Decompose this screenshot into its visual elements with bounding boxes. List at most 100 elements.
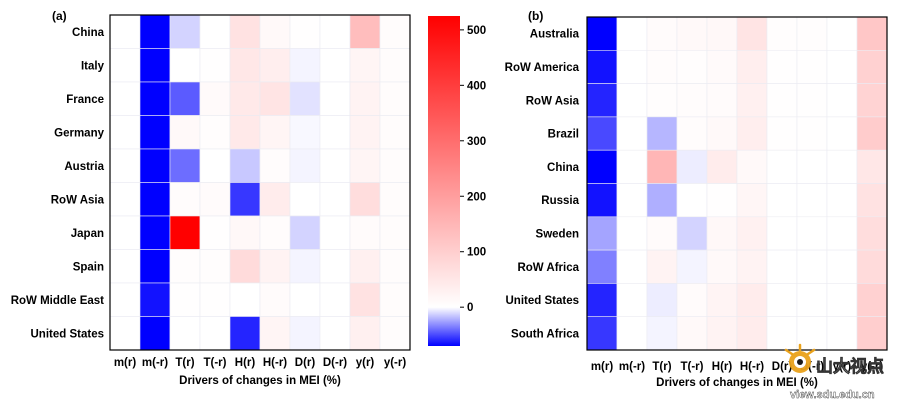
y-tick-label: Brazil [548,129,579,141]
heatmap-cell [169,115,201,150]
heatmap-cell [826,116,858,151]
x-tick-label: H(r) [712,361,733,373]
panel-a: (a) China Italy France Germany Austria RoW As… [11,9,411,387]
heatmap-cell [289,316,321,351]
heatmap-cell [199,282,231,317]
heatmap-cell [379,148,411,183]
heatmap-cell [766,16,798,51]
heatmap-cell [139,148,171,183]
heatmap-cell [646,183,678,218]
x-tick-label: m(-r) [619,361,645,373]
heatmap-cell [646,16,678,51]
panel-a-xaxis-title: Drivers of changes in MEI (%) [179,375,341,387]
heatmap-cell [856,316,888,351]
colorbar-tick-label: 400 [467,80,486,92]
heatmap-cell [676,49,708,84]
y-tick-label: Spain [73,261,104,273]
colorbar-gradient [428,16,460,346]
heatmap-cell [169,316,201,351]
y-tick-label: Sweden [536,228,579,240]
panel-a-ylabels: China Italy France Germany Austria RoW Asia Ja… [11,27,105,341]
heatmap-cell [349,215,381,250]
heatmap-cell [139,282,171,317]
heatmap-cell [766,216,798,251]
heatmap-cell [586,16,618,51]
heatmap-cell [796,283,828,317]
heatmap-cell [766,316,798,351]
heatmap-cell [766,49,798,84]
heatmap-cell [379,14,411,49]
heatmap-cell [259,215,291,250]
heatmap-cell [289,249,321,284]
heatmap-cell [616,316,648,351]
heatmap-cell [199,316,231,351]
heatmap-cell [766,249,798,284]
heatmap-cell [736,283,768,317]
heatmap-cell [766,149,798,184]
heatmap-cell [856,149,888,184]
heatmap-cell [109,182,141,217]
y-tick-label: RoW Middle East [11,295,104,307]
heatmap-cell [109,115,141,150]
heatmap-cell [736,49,768,84]
heatmap-cell [766,83,798,118]
x-tick-label: H(r) [235,357,256,369]
heatmap-cell [856,249,888,284]
heatmap-cell [616,16,648,51]
heatmap-cell [736,149,768,184]
heatmap-cell [706,183,738,218]
heatmap-cell [826,316,858,351]
heatmap-cell [826,183,858,218]
heatmap-cell [169,282,201,317]
heatmap-cell [616,283,648,317]
heatmap-cell [826,49,858,84]
heatmap-cell [586,149,618,184]
heatmap-cell [139,249,171,284]
heatmap-cell [199,81,231,116]
heatmap-cell [319,249,351,284]
heatmap-cell [289,115,321,150]
x-tick-label: y(r) [833,361,852,373]
heatmap-cell [229,81,261,116]
heatmap-cell [139,81,171,116]
heatmap-cell [586,216,618,251]
y-tick-label: China [547,162,580,174]
heatmap-cell [199,14,231,49]
heatmap-cell [139,14,171,49]
heatmap-cell [766,183,798,218]
heatmap-cell [139,215,171,250]
heatmap-cell [646,249,678,284]
y-tick-label: South Africa [511,328,580,340]
y-tick-label: RoW Africa [517,262,579,274]
heatmap-cell [646,149,678,184]
heatmap-cell [856,183,888,218]
heatmap-cell [379,48,411,83]
heatmap-cell [289,282,321,317]
heatmap-cell [139,182,171,217]
y-tick-label: RoW America [505,62,580,74]
heatmap-cell [796,316,828,351]
y-tick-label: Japan [71,228,104,240]
heatmap-cell [319,81,351,116]
x-tick-label: D(-r) [323,357,347,369]
heatmap-cell [706,249,738,284]
heatmap-cell [766,283,798,317]
heatmap-cell [169,249,201,284]
heatmap-cell [676,16,708,51]
heatmap-cell [706,49,738,84]
panel-b-ylabels: Australia RoW America RoW Asia Brazil China R… [505,29,580,341]
heatmap-cell [766,116,798,151]
heatmap-cell [229,148,261,183]
heatmap-cell [616,49,648,84]
heatmap-cell [349,148,381,183]
x-tick-label: H(-r) [263,357,287,369]
heatmap-cell [796,183,828,218]
heatmap-cell [349,48,381,83]
heatmap-cell [676,249,708,284]
heatmap-cell [616,83,648,118]
x-tick-label: y(r) [356,357,375,369]
heatmap-cell [319,48,351,83]
heatmap-cell [646,83,678,118]
heatmap-cell [796,116,828,151]
